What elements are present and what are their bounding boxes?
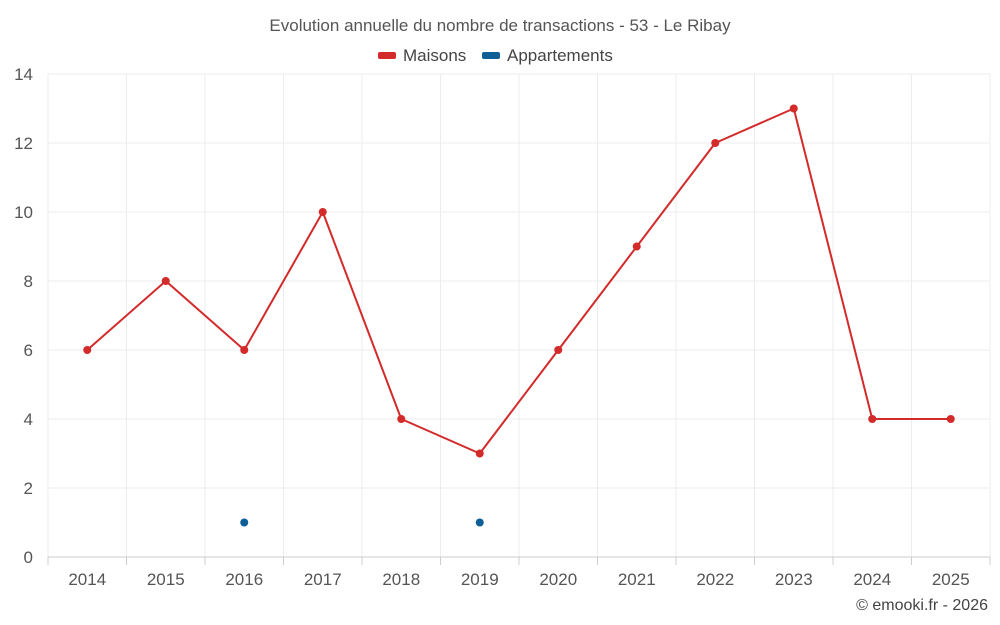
x-tick-label: 2017 [304, 570, 342, 589]
x-tick-label: 2021 [618, 570, 656, 589]
data-point-maisons[interactable] [161, 277, 170, 285]
gridlines [47, 73, 991, 557]
legend-label-maisons: Maisons [403, 46, 466, 65]
y-tick-label: 2 [24, 479, 33, 498]
chart-title: Evolution annuelle du nombre de transact… [269, 16, 731, 35]
y-tick-label: 10 [14, 203, 33, 222]
data-point-maisons[interactable] [397, 415, 406, 423]
y-tick-label: 8 [24, 272, 33, 291]
data-point-maisons[interactable] [318, 208, 327, 216]
legend-item-maisons[interactable]: Maisons [378, 46, 466, 65]
legend-swatch-appartements [482, 52, 500, 59]
y-tick-label: 6 [24, 341, 33, 360]
x-tick-label: 2024 [853, 570, 891, 589]
x-axis: 2014 2015 2016 2017 2018 2019 2020 2021 2022 2023… [47, 556, 991, 589]
x-tick-label: 2022 [696, 570, 734, 589]
data-point-maisons[interactable] [83, 346, 92, 354]
data-point-maisons[interactable] [240, 346, 249, 354]
legend: Maisons Appartements [378, 46, 613, 65]
x-tick-label: 2014 [68, 570, 106, 589]
credits[interactable]: © emooki.fr - 2026 [856, 597, 988, 614]
data-point-appartements[interactable] [475, 518, 484, 527]
legend-label-appartements: Appartements [507, 46, 613, 65]
data-point-maisons[interactable] [475, 449, 484, 458]
data-point-maisons[interactable] [554, 346, 563, 354]
legend-swatch-maisons [378, 52, 396, 59]
x-tick-label: 2018 [382, 570, 420, 589]
x-tick-label: 2023 [775, 570, 813, 589]
data-point-maisons[interactable] [946, 415, 955, 423]
x-tick-label: 2025 [932, 570, 970, 589]
data-point-maisons[interactable] [632, 242, 641, 251]
data-point-appartements[interactable] [240, 518, 249, 527]
series-layer [83, 104, 955, 527]
x-tick-label: 2015 [147, 570, 185, 589]
data-point-maisons[interactable] [789, 104, 798, 113]
data-point-maisons[interactable] [711, 139, 720, 147]
y-tick-label: 0 [24, 548, 33, 567]
y-tick-label: 14 [14, 65, 33, 84]
legend-item-appartements[interactable]: Appartements [482, 46, 613, 65]
x-tick-label: 2019 [461, 570, 499, 589]
x-tick-label: 2020 [539, 570, 577, 589]
series-line-maisons [86, 107, 951, 455]
y-axis: 0 2 4 6 8 10 12 14 [14, 65, 33, 567]
x-tick-label: 2016 [225, 570, 263, 589]
y-tick-label: 12 [14, 134, 33, 153]
y-tick-label: 4 [24, 410, 33, 429]
data-point-maisons[interactable] [868, 415, 877, 423]
